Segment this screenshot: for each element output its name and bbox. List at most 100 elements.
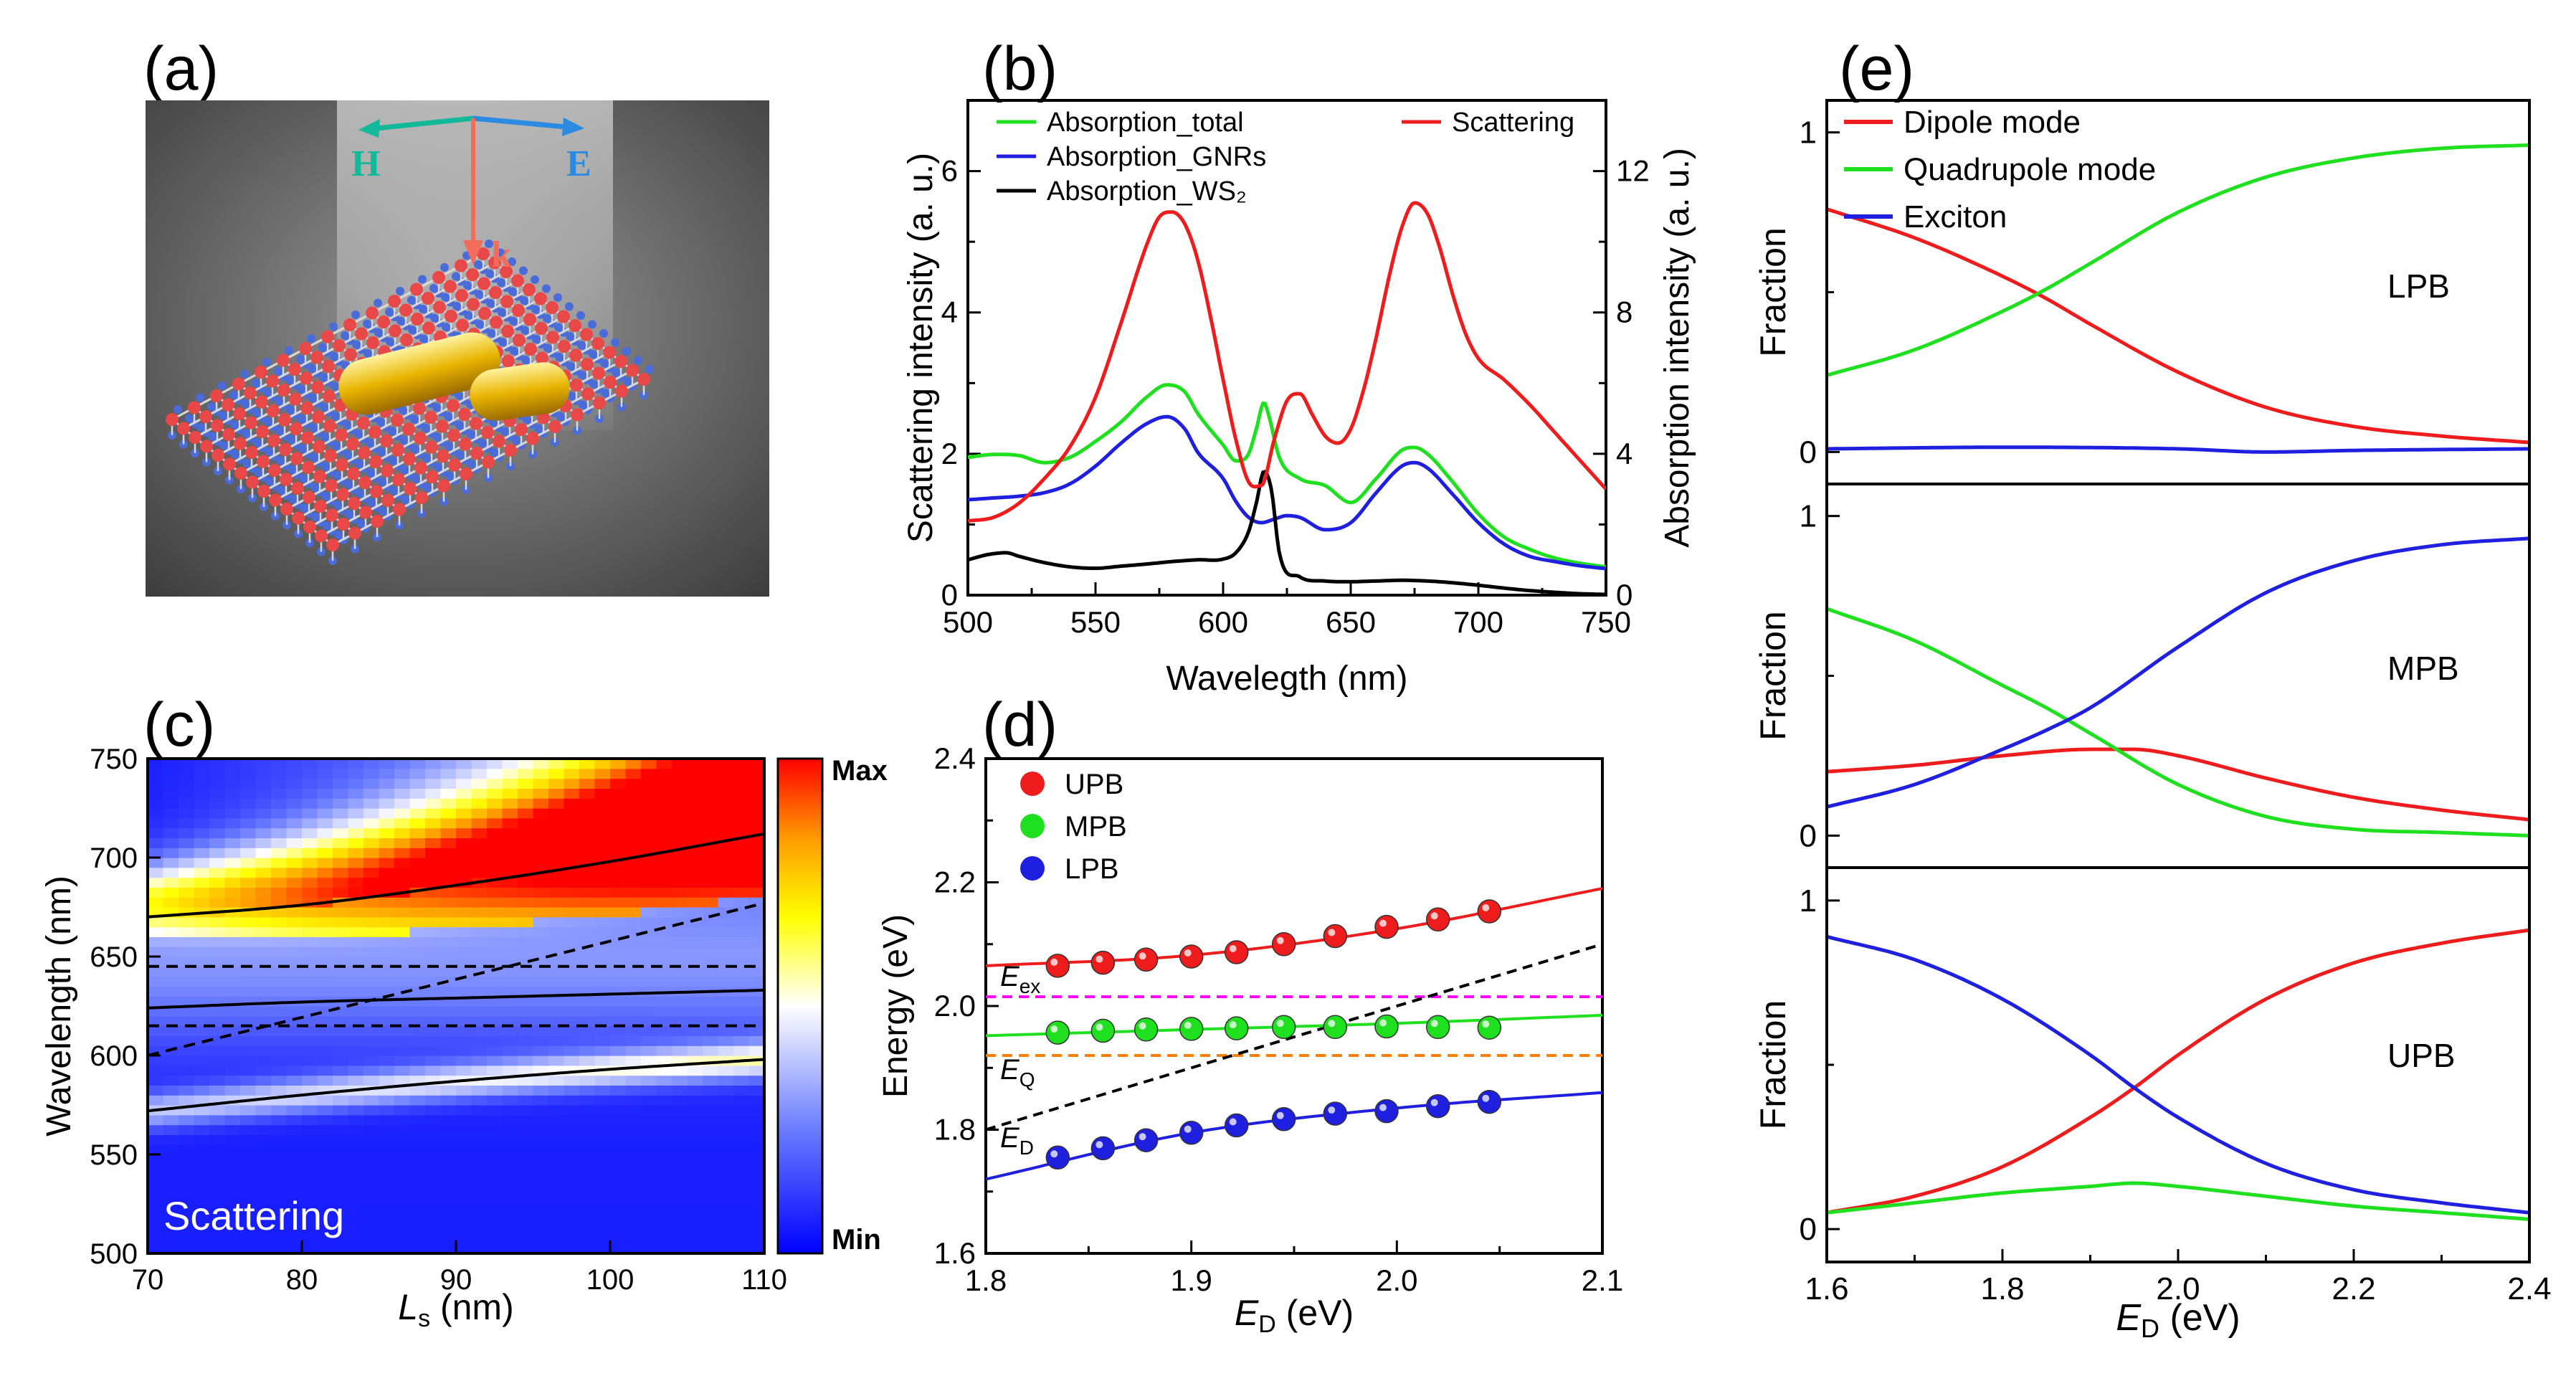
lattice-atom-s-upper [579, 400, 587, 409]
heatmap-cell [718, 966, 734, 977]
lattice-atom-s-upper [512, 436, 521, 445]
heatmap-cell [733, 759, 750, 769]
heatmap-cell [548, 827, 565, 838]
heatmap-cell [718, 1204, 734, 1215]
heatmap-cell [440, 946, 457, 957]
heatmap-cell [610, 1114, 627, 1126]
heatmap-cell [579, 1124, 596, 1135]
heatmap-cell [471, 1015, 488, 1027]
heatmap-cell [348, 867, 364, 878]
heatmap-cell [502, 1184, 518, 1195]
heatmap-cell [348, 966, 364, 977]
heatmap-cell [564, 1015, 580, 1027]
heatmap-cell [194, 798, 210, 809]
heatmap-cell [672, 759, 688, 769]
heatmap-cell [610, 1045, 627, 1056]
lattice-atom-s-upper [432, 403, 441, 412]
heatmap-cell [564, 1035, 580, 1046]
heatmap-cell [409, 778, 426, 789]
heatmap-cell [625, 957, 642, 967]
heatmap-cell [394, 827, 411, 838]
heatmap-cell [224, 1065, 241, 1076]
heatmap-cell [672, 1204, 688, 1215]
lattice-atom-w [436, 419, 449, 433]
heatmap-cell [209, 759, 226, 769]
lattice-atom-s-upper [509, 317, 518, 326]
heatmap-cell [425, 1184, 442, 1195]
heatmap-cell [625, 1194, 642, 1205]
heatmap-cell [286, 966, 303, 977]
heatmap-cell [409, 966, 426, 977]
heatmap-cell [302, 926, 318, 937]
lattice-atom-s-upper [332, 441, 341, 450]
heatmap-cell [703, 808, 719, 819]
heatmap-cell [594, 1025, 611, 1036]
heatmap-cell [687, 996, 703, 1007]
heatmap-cell [317, 1154, 333, 1165]
lattice-atom-s-upper [464, 310, 472, 320]
heatmap-cell [564, 788, 580, 799]
heatmap-cell [748, 976, 764, 987]
heatmap-cell [564, 916, 580, 928]
lattice-atom-w [426, 470, 439, 483]
heatmap-cell [625, 768, 642, 779]
heatmap-cell [363, 759, 380, 769]
heatmap-cell [625, 867, 642, 878]
heatmap-cell [748, 1134, 764, 1145]
heatmap-cell [224, 936, 241, 947]
heatmap-cell [687, 798, 703, 809]
heatmap-cell [271, 1154, 287, 1165]
heatmap-cell [255, 848, 272, 858]
lattice-atom-w [278, 413, 291, 427]
heatmap-cell [748, 1025, 764, 1036]
heatmap-cell [179, 838, 195, 848]
heatmap-cell [594, 957, 611, 967]
heatmap-cell [456, 1194, 472, 1205]
k-label: k [491, 234, 512, 275]
lattice-atom-w [266, 374, 279, 388]
data-point-upb [1477, 899, 1502, 924]
heatmap-cell [748, 778, 764, 789]
series-absorption-gnrs [968, 414, 1606, 571]
heatmap-cell [240, 768, 257, 779]
heatmap-cell [394, 1154, 411, 1165]
heatmap-cell [548, 858, 565, 868]
heatmap-cell [271, 1213, 287, 1225]
heatmap-cell [594, 867, 611, 878]
heatmap-cell [733, 946, 750, 957]
heatmap-cell [194, 1025, 210, 1036]
heatmap-cell [209, 1055, 226, 1066]
data-point-lpb [1133, 1128, 1159, 1152]
heatmap-cell [548, 1233, 565, 1244]
heatmap-cell [579, 1233, 596, 1244]
heatmap-cell [548, 1204, 565, 1215]
heatmap-cell [148, 1114, 164, 1126]
lattice-atom-s-upper [434, 462, 442, 471]
fraction-curve-lpb-dipole-mode [1827, 207, 2529, 445]
lattice-atom-s-upper [412, 474, 420, 483]
heatmap-cell [333, 1045, 349, 1056]
heatmap-cell [687, 1204, 703, 1215]
lattice-atom-s-upper [323, 521, 331, 531]
heatmap-cell [687, 966, 703, 977]
heatmap-cell [656, 1194, 672, 1205]
heatmap-cell [286, 1006, 303, 1017]
heatmap-cell [317, 759, 333, 769]
heatmap-cell [363, 1065, 380, 1076]
heatmap-cell [625, 808, 642, 819]
heatmap-cell [425, 1144, 442, 1155]
heatmap-cell [409, 848, 426, 858]
heatmap-cell [379, 926, 395, 937]
lattice-atom-w [311, 381, 324, 394]
heatmap-cell [502, 1065, 518, 1076]
heatmap-cell [163, 1075, 179, 1086]
heatmap-cell [718, 887, 734, 898]
heatmap-cell [610, 1144, 627, 1155]
heatmap-cell [255, 827, 272, 838]
fraction-curve-upb-dipole-mode [1827, 928, 2529, 1215]
data-point-lpb [1224, 1113, 1249, 1138]
heatmap-cell [425, 838, 442, 848]
heatmap-cell [703, 1164, 719, 1175]
y-tick-label-e: 1 [1800, 883, 1817, 919]
